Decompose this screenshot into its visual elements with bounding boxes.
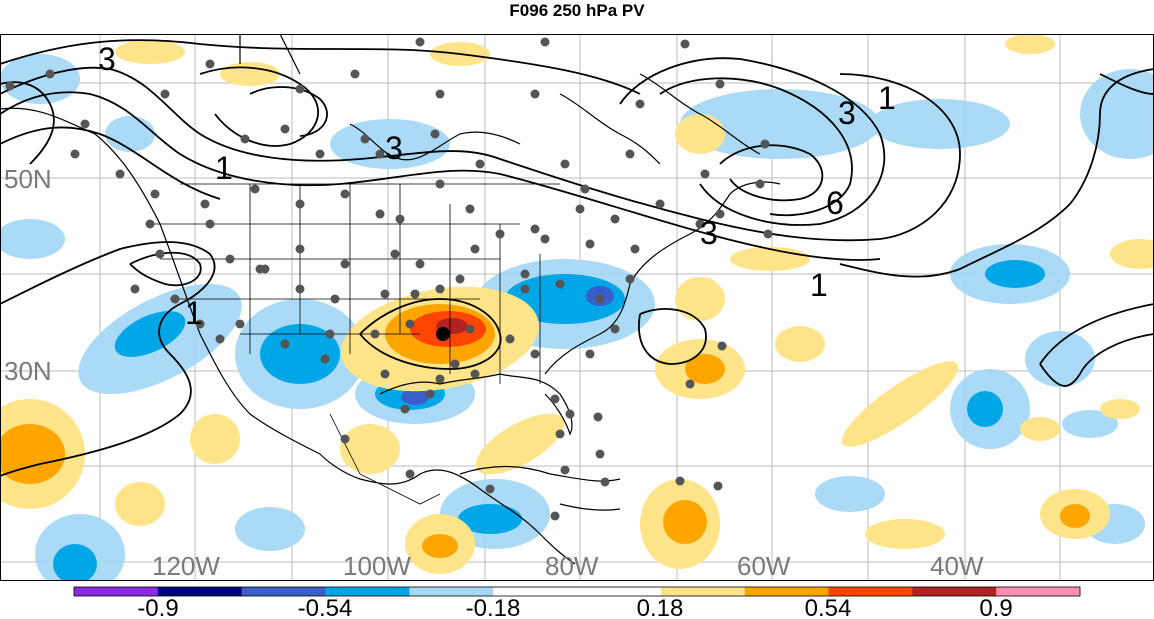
lat-label: 30N	[4, 356, 52, 386]
contour-label: 1	[810, 267, 828, 303]
coastlines	[0, 34, 781, 565]
longitude-labels: 120W 100W 80W 60W 40W	[152, 551, 984, 581]
colorbar-swatch	[828, 587, 913, 596]
contour-label: 3	[700, 215, 718, 251]
colorbar-swatch	[74, 587, 159, 596]
colorbar-swatch	[157, 587, 243, 596]
contour-label: 3	[838, 95, 856, 131]
colorbar-tick-label: 0.9	[979, 595, 1012, 619]
contour-labels: 3 3 1 3 6 3 1 1 1	[98, 41, 896, 331]
contour-label: 3	[385, 130, 403, 166]
colorbar-tick-labels: -0.9 -0.54 -0.18 0.18 0.54 0.9	[137, 595, 1012, 619]
lon-label: 80W	[545, 551, 599, 581]
contour-label: 6	[826, 185, 844, 221]
observation-stations	[5, 37, 773, 521]
colorbar-tick-label: 0.54	[805, 595, 852, 619]
colorbar-tick-label: 0.18	[637, 595, 684, 619]
colorbar-swatch	[493, 587, 578, 596]
colorbar-swatch	[744, 587, 829, 596]
lon-label: 120W	[152, 551, 220, 581]
lon-label: 40W	[930, 551, 984, 581]
map-title: F096 250 hPa PV	[509, 1, 645, 20]
colorbar-tick-label: -0.54	[298, 595, 353, 619]
colorbar-swatch	[325, 587, 410, 596]
lon-label: 60W	[737, 551, 791, 581]
contour-label: 1	[878, 80, 896, 116]
colorbar-swatch	[409, 587, 494, 596]
colorbar-swatch	[996, 587, 1081, 596]
contour-label: 1	[185, 295, 203, 331]
colorbar-tick-label: -0.9	[137, 595, 178, 619]
pv-map: 3 3 1 3 6 3 1 1 1 50N 30N 120W 100W 80W …	[0, 34, 1154, 581]
colorbar: -0.9 -0.54 -0.18 0.18 0.54 0.9	[73, 586, 1081, 619]
colorbar-swatches	[74, 587, 1081, 596]
colorbar-outline	[73, 586, 1081, 597]
contour-label: 1	[215, 150, 233, 186]
colorbar-tick-label: -0.18	[466, 595, 521, 619]
colorbar-swatch	[660, 587, 746, 596]
latitude-labels: 50N 30N	[4, 164, 52, 386]
colorbar-swatch	[912, 587, 997, 596]
colorbar-swatch	[577, 587, 662, 596]
lat-label: 50N	[4, 164, 52, 194]
lon-label: 100W	[343, 551, 411, 581]
colorbar-swatch	[241, 587, 326, 596]
pv-contours	[0, 39, 1154, 477]
contour-label: 3	[98, 41, 116, 77]
